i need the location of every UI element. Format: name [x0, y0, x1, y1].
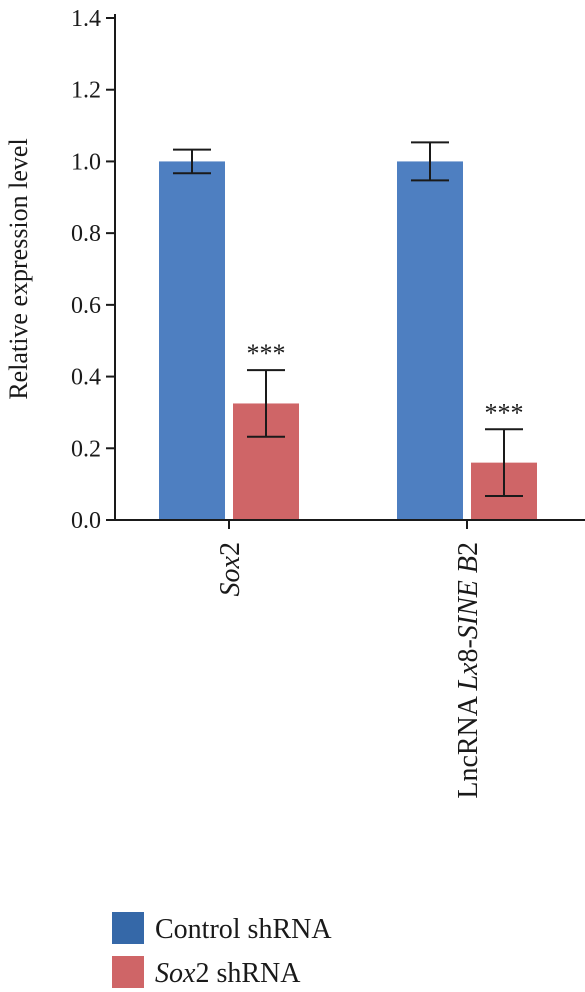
x-category-label: LncRNA Lx8-SINE B2	[453, 542, 484, 799]
y-tick-label: 1.0	[71, 149, 101, 175]
legend-label: Control shRNA	[155, 914, 332, 945]
y-tick-label: 0.8	[71, 221, 101, 247]
y-axis-title: Relative expression level	[4, 138, 33, 399]
legend-label: Sox2 shRNA	[155, 958, 301, 989]
bars: *** ***	[159, 141, 537, 520]
x-axis: Sox2 LncRNA Lx8-SINE B2	[115, 519, 585, 799]
y-tick-label: 0.2	[71, 436, 101, 462]
bar	[159, 161, 225, 520]
legend: Control shRNA Sox2 shRNA	[112, 912, 332, 989]
y-tick-label: 0.0	[71, 508, 101, 534]
y-tick-label: 1.4	[71, 6, 101, 32]
legend-swatch	[112, 956, 144, 988]
significance-label: ***	[247, 339, 286, 368]
significance-label: ***	[485, 398, 524, 427]
y-tick-label: 0.4	[71, 365, 101, 391]
y-tick-label: 1.2	[71, 78, 101, 104]
y-axis: 0.0 0.2 0.4 0.6 0.8 1.0 1.2 1.4 Relative express…	[4, 6, 116, 534]
legend-swatch	[112, 912, 144, 944]
bar	[397, 161, 463, 520]
x-category-label: Sox2	[215, 542, 246, 596]
y-tick-label: 0.6	[71, 293, 101, 319]
